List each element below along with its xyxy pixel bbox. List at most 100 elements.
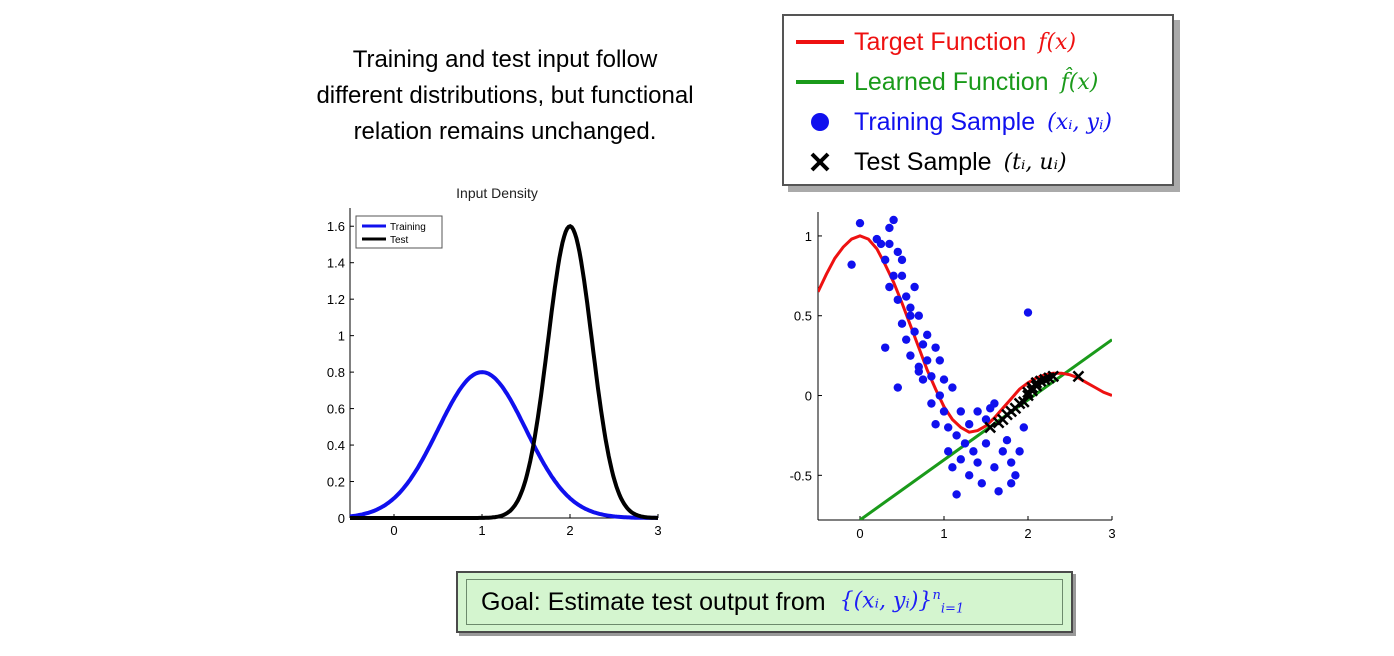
training-point bbox=[897, 271, 907, 281]
training-point bbox=[952, 490, 961, 499]
training-dot-swatch bbox=[811, 113, 829, 131]
training-point bbox=[935, 356, 944, 365]
training-point bbox=[918, 340, 928, 349]
legend-test-math: (tᵢ, uᵢ) bbox=[1003, 149, 1067, 175]
target-line-swatch bbox=[796, 40, 844, 44]
training-point bbox=[931, 420, 940, 429]
test-cross-swatch bbox=[810, 152, 830, 172]
training-point bbox=[956, 455, 965, 464]
density-y-tick-label: 0.8 bbox=[327, 365, 345, 380]
legend-training-math: (xᵢ, yᵢ) bbox=[1047, 109, 1112, 135]
training-point bbox=[1007, 479, 1016, 488]
training-point bbox=[927, 399, 936, 408]
goal-sub: i=1 bbox=[940, 601, 965, 617]
training-point bbox=[914, 362, 923, 371]
function-y-tick-label: -0.5 bbox=[790, 468, 812, 483]
training-point bbox=[881, 343, 890, 352]
density-x-tick-label: 3 bbox=[654, 523, 661, 538]
training-point bbox=[973, 407, 982, 416]
training-point bbox=[889, 215, 898, 225]
legend-row-training: Training Sample (xᵢ, yᵢ) bbox=[784, 102, 1112, 142]
training-point bbox=[1011, 471, 1020, 480]
test-point bbox=[1017, 396, 1030, 408]
density-y-tick-label: 0.6 bbox=[327, 402, 345, 417]
training-point bbox=[981, 415, 991, 424]
training-point bbox=[960, 439, 970, 448]
training-point bbox=[977, 479, 986, 488]
density-y-tick-label: 0.2 bbox=[327, 475, 345, 490]
legend-row-learned: Learned Function f̂(x) bbox=[784, 62, 1098, 102]
training-point bbox=[1023, 308, 1033, 317]
function-x-tick-label: 0 bbox=[856, 526, 863, 541]
training-point bbox=[885, 223, 894, 233]
function-x-tick-label: 1 bbox=[940, 526, 947, 541]
training-point bbox=[923, 330, 932, 340]
training-point bbox=[965, 420, 974, 429]
figure-caption: Training and test input follow different… bbox=[255, 42, 755, 150]
density-chart-title: Input Density bbox=[456, 185, 538, 201]
goal-inner: Goal: Estimate test output from {(xᵢ, yᵢ… bbox=[466, 579, 1063, 625]
density-y-tick-label: 1.4 bbox=[327, 256, 345, 271]
test-point bbox=[984, 421, 997, 434]
density-line-training bbox=[349, 370, 659, 520]
training-point bbox=[855, 218, 865, 228]
training-point bbox=[910, 282, 919, 292]
goal-box: Goal: Estimate test output from {(xᵢ, yᵢ… bbox=[456, 571, 1073, 633]
legend-learned-label: Learned Function bbox=[854, 67, 1049, 96]
function-x-tick-label: 2 bbox=[1024, 526, 1031, 541]
training-point bbox=[939, 375, 949, 384]
goal-sup: n bbox=[932, 587, 941, 603]
test-point bbox=[1072, 370, 1085, 383]
training-point bbox=[990, 399, 999, 408]
training-point bbox=[965, 471, 974, 480]
training-point bbox=[1015, 447, 1024, 456]
training-point bbox=[935, 391, 944, 400]
density-x-tick-label: 0 bbox=[390, 523, 397, 538]
training-point bbox=[1002, 436, 1012, 445]
training-point bbox=[990, 463, 999, 472]
legend-row-target: Target Function f(x) bbox=[784, 22, 1076, 62]
test-point bbox=[1047, 370, 1060, 383]
function-chart: 0 1 2 3 -0.5 0 0.5 1 bbox=[790, 212, 1116, 541]
training-point bbox=[927, 372, 936, 381]
density-legend: Training Test bbox=[355, 215, 443, 249]
caption-line-2: different distributions, but functional bbox=[316, 82, 694, 109]
training-point bbox=[952, 431, 961, 440]
training-point bbox=[973, 458, 982, 467]
density-x-tick-label: 1 bbox=[478, 523, 485, 538]
goal-label: Goal: Estimate test output from bbox=[481, 587, 826, 616]
training-point bbox=[918, 375, 928, 384]
training-point bbox=[956, 407, 965, 416]
training-point bbox=[910, 327, 919, 336]
density-legend-training: Training bbox=[390, 222, 426, 233]
training-point bbox=[893, 383, 902, 392]
goal-math: {(xᵢ, yᵢ)}ni=1 bbox=[840, 588, 965, 617]
training-point bbox=[948, 383, 957, 392]
training-point bbox=[906, 311, 915, 320]
goal-set: {(xᵢ, yᵢ)} bbox=[839, 587, 933, 613]
training-point bbox=[1007, 458, 1016, 467]
training-point bbox=[923, 356, 932, 365]
training-point bbox=[902, 335, 911, 344]
density-y-tick-label: 0.4 bbox=[327, 438, 345, 453]
training-point bbox=[931, 343, 940, 352]
legend-row-test: Test Sample (tᵢ, uᵢ) bbox=[784, 142, 1067, 182]
training-point bbox=[885, 239, 894, 249]
caption-line-3: relation remains unchanged. bbox=[353, 118, 657, 145]
training-point bbox=[847, 260, 856, 269]
training-point bbox=[906, 303, 915, 312]
training-point bbox=[944, 423, 953, 432]
density-plot-area bbox=[350, 208, 658, 518]
training-point bbox=[948, 463, 957, 472]
legend-target-label: Target Function bbox=[854, 27, 1027, 56]
caption-line-1: Training and test input follow bbox=[352, 46, 658, 73]
density-y-tick-label: 1.2 bbox=[327, 292, 345, 307]
density-x-tick-label: 2 bbox=[566, 523, 573, 538]
figure-legend: Target Function f(x) Learned Function f̂… bbox=[782, 14, 1174, 186]
training-point bbox=[944, 447, 953, 456]
function-x-tick-label: 3 bbox=[1108, 526, 1115, 541]
training-point bbox=[897, 319, 907, 328]
learned-function-line bbox=[859, 338, 1112, 520]
training-point bbox=[889, 271, 898, 281]
training-point bbox=[998, 447, 1007, 456]
